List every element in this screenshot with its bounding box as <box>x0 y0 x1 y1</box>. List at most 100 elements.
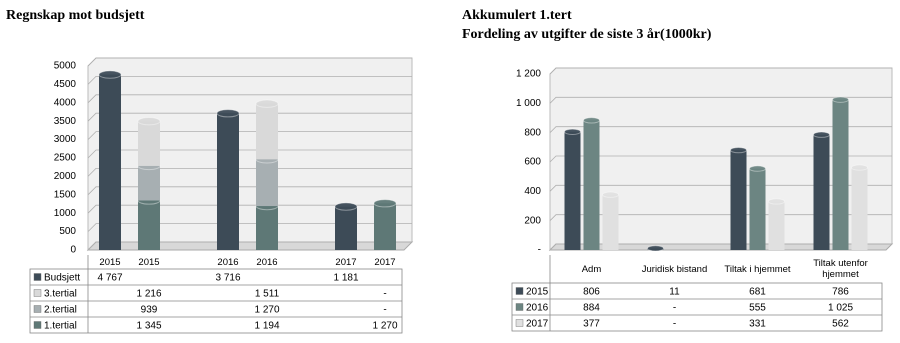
table-value: 1 511 <box>255 289 280 300</box>
grid-line <box>87 223 412 232</box>
y-tick-label: 4000 <box>54 97 77 108</box>
bar-cap <box>768 198 785 205</box>
bar <box>602 194 619 250</box>
y-tick-label: 3000 <box>54 134 77 145</box>
y-tick-label: 5000 <box>54 61 77 72</box>
x-tick-label: Tiltak i hjemmet <box>724 263 791 275</box>
bar-cap <box>216 109 240 118</box>
x-tick-label-box: 2015 <box>138 257 159 268</box>
table-value: 1 270 <box>254 305 279 316</box>
chart-title: Akkumulert 1.tert <box>462 8 572 23</box>
x-tick-label: 2017 <box>374 256 396 268</box>
grid-line <box>87 112 412 122</box>
bar <box>138 200 160 250</box>
grid-line <box>549 155 892 163</box>
x-tick-label-box: Tiltak i hjemmet <box>724 263 791 275</box>
table-value: 11 <box>669 287 680 298</box>
legend-label: 3.tertial <box>44 289 77 300</box>
grid-line <box>87 186 412 196</box>
bar-cap <box>602 191 619 198</box>
grid-line <box>549 184 892 192</box>
y-tick-label: 800 <box>524 127 541 138</box>
table-value: 681 <box>749 287 766 298</box>
table-value: - <box>383 305 386 316</box>
table-value: 555 <box>749 303 766 314</box>
grid-line <box>87 76 412 85</box>
y-tick-label: 0 <box>70 245 76 256</box>
table-value: 377 <box>583 319 600 330</box>
table-value: 4 767 <box>97 273 122 284</box>
chart-title: Regnskap mot budsjett <box>6 8 145 23</box>
x-tick-label-box: 2017 <box>335 257 356 268</box>
legend-label: 2017 <box>526 319 549 330</box>
y-tick-label: 200 <box>524 215 541 226</box>
bar <box>217 113 239 251</box>
table-value: - <box>673 319 676 330</box>
bar-cap <box>98 70 122 79</box>
x-tick-label-box: Adm <box>581 263 602 275</box>
bar-cap <box>832 96 849 103</box>
grid-line <box>549 96 892 104</box>
bar-cap <box>255 99 279 108</box>
bar-cap <box>813 131 830 138</box>
x-tick-label-box: 2016 <box>217 256 239 268</box>
grid-line <box>87 241 412 251</box>
y-tick-label: 600 <box>524 157 541 168</box>
legend-swatch <box>33 273 42 281</box>
bar <box>256 159 278 207</box>
x-tick-label-box: 2015 <box>99 256 121 268</box>
bar <box>335 206 357 250</box>
bar-cap <box>851 164 868 171</box>
y-tick-label: 1 200 <box>516 69 541 80</box>
legend-swatch <box>33 305 42 313</box>
table-value: - <box>673 303 676 314</box>
y-tick-label: 1 000 <box>516 98 541 109</box>
y-tick-label: 500 <box>59 226 76 237</box>
bar <box>374 203 396 250</box>
table-value: 1 216 <box>136 289 161 300</box>
table-value: 1 181 <box>333 273 358 284</box>
x-tick-label-box: Tiltak utenfor hjemmet <box>813 258 868 280</box>
legend-swatch <box>33 321 42 329</box>
bar <box>730 150 747 250</box>
table-value: 331 <box>749 319 766 330</box>
table-value: 884 <box>583 303 600 314</box>
y-tick-label: 2500 <box>54 153 77 164</box>
table-value: 786 <box>832 287 849 298</box>
table-value: 1 194 <box>254 321 279 332</box>
x-tick-label-box: 2017 <box>374 256 396 268</box>
x-tick-label: 2016 <box>217 256 239 268</box>
grid-line <box>549 126 892 133</box>
legend-swatch <box>515 303 524 311</box>
y-tick-label: - <box>538 245 541 256</box>
bar-cap <box>647 245 664 252</box>
grid-line <box>87 149 412 159</box>
table-value: 806 <box>583 287 600 298</box>
bar <box>583 120 600 250</box>
table-value: 1 025 <box>828 303 853 314</box>
bar-cap <box>730 146 747 154</box>
legend-swatch <box>515 287 524 295</box>
bar-cap <box>749 165 766 172</box>
table-value: - <box>383 289 386 300</box>
legend-label: 2015 <box>526 287 549 298</box>
bar <box>138 121 160 166</box>
table-value: 562 <box>832 319 849 330</box>
plot-floor <box>86 241 414 251</box>
table-frame <box>511 282 883 332</box>
legend-label: 1.tertial <box>44 321 77 332</box>
legend-label: 2016 <box>526 303 549 314</box>
x-tick-label: 2016 <box>256 256 278 268</box>
bar <box>832 99 849 251</box>
grid-line <box>87 57 412 67</box>
grid-line <box>87 94 412 104</box>
x-tick-label: Adm <box>581 263 602 275</box>
y-tick-label: 3500 <box>54 116 77 127</box>
bar <box>256 206 278 250</box>
grid-line <box>549 67 892 75</box>
legend-label: Budsjett <box>44 273 80 284</box>
x-tick-label: 2015 <box>99 256 121 268</box>
y-tick-label: 1000 <box>54 208 77 219</box>
grid-line <box>87 131 412 140</box>
